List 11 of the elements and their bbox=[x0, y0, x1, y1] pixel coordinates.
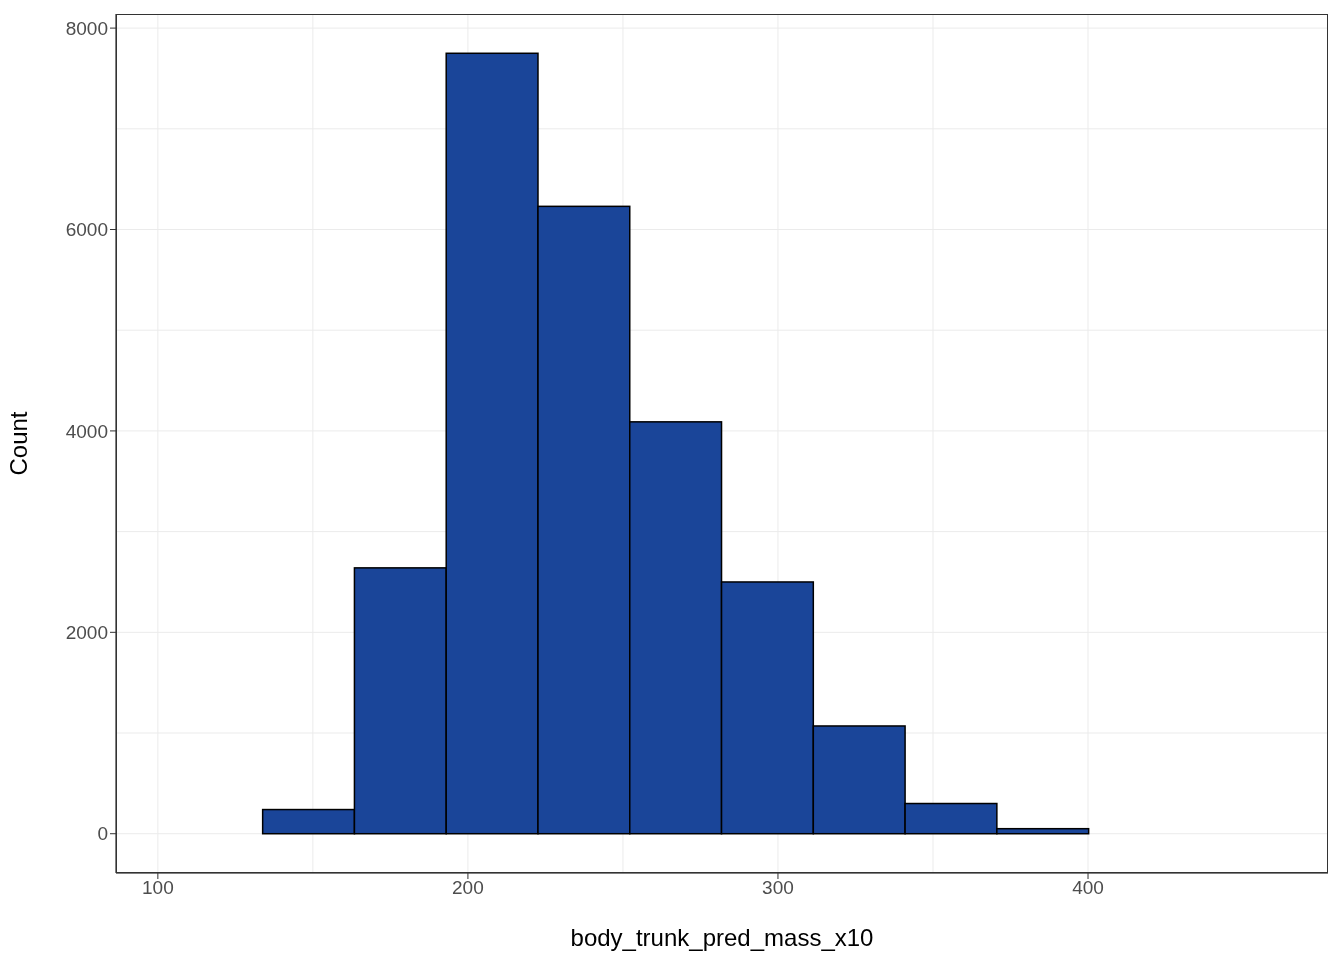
x-tick-label: 300 bbox=[762, 877, 794, 899]
y-tick-label: 6000 bbox=[65, 219, 108, 241]
x-tick-label: 100 bbox=[142, 877, 174, 899]
x-tick-label: 400 bbox=[1072, 877, 1104, 899]
y-tick-label: 4000 bbox=[65, 420, 108, 442]
y-axis-title: Count bbox=[4, 411, 32, 476]
x-tick-label: 200 bbox=[452, 877, 484, 899]
x-axis-title: body_trunk_pred_mass_x10 bbox=[570, 924, 874, 951]
y-tick-label: 2000 bbox=[65, 622, 108, 644]
y-tick-label: 0 bbox=[97, 823, 108, 845]
y-tick-label: 8000 bbox=[65, 17, 108, 39]
